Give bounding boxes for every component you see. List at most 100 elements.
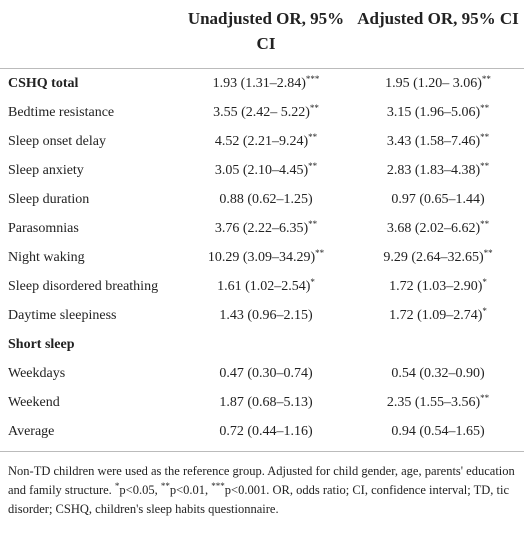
value-cell: 4.52 (2.21–9.24)** — [180, 127, 352, 156]
significance-mark: ** — [308, 131, 318, 142]
row-label: Sleep duration — [8, 191, 90, 207]
table-row: Sleep disordered breathing 1.61 (1.02–2.5… — [0, 272, 524, 301]
table-row: Average 0.72 (0.44–1.16) 0.94 (0.54–1.65) — [0, 417, 524, 452]
table-row: Parasomnias 3.76 (2.22–6.35)** 3.68 (2.02–… — [0, 214, 524, 243]
row-label: Sleep anxiety — [8, 162, 84, 178]
row-label: Sleep disordered breathing — [8, 278, 159, 294]
value-cell: 10.29 (3.09–34.29)** — [180, 243, 352, 272]
odds-ratio: 3.68 (2.02–6.62) — [386, 220, 481, 236]
row-label: Short sleep — [8, 336, 75, 352]
significance-mark: ** — [480, 131, 490, 142]
value-cell: 0.97 (0.65–1.44) — [352, 185, 524, 214]
table-row: Sleep duration 0.88 (0.62–1.25) 0.97 (0.65… — [0, 185, 524, 214]
odds-ratio: 1.87 (0.68–5.13) — [219, 394, 313, 410]
significance-mark: ** — [480, 392, 490, 403]
significance-mark: * — [482, 276, 487, 287]
results-table: Unadjusted OR, 95% CI Adjusted OR, 95% C… — [0, 0, 524, 452]
value-cell: 3.43 (1.58–7.46)** — [352, 127, 524, 156]
table-row: Weekend 1.87 (0.68–5.13) 2.35 (1.55–3.56)*… — [0, 388, 524, 417]
significance-mark: ** — [309, 102, 319, 113]
odds-ratio: 0.97 (0.65–1.44) — [391, 191, 485, 207]
odds-ratio: 3.76 (2.22–6.35) — [214, 220, 309, 236]
row-label: Average — [0, 417, 180, 452]
value-cell: 1.61 (1.02–2.54)* — [180, 272, 352, 301]
row-label: CSHQ total — [8, 75, 79, 91]
table-row: Bedtime resistance 3.55 (2.42– 5.22)** 3.1… — [0, 98, 524, 127]
footnote-mark: * — [114, 480, 120, 491]
column-header: Unadjusted OR, 95% CI — [180, 0, 352, 69]
value-cell: 0.72 (0.44–1.16) — [180, 417, 352, 452]
value-cell: 1.95 (1.20– 3.06)** — [352, 69, 524, 99]
significance-mark: ** — [480, 160, 490, 171]
significance-mark: *** — [305, 73, 320, 84]
significance-mark: ** — [315, 247, 325, 258]
row-label: Weekdays — [8, 365, 66, 381]
table-row: Weekdays 0.47 (0.30–0.74) 0.54 (0.32–0.90) — [0, 359, 524, 388]
odds-ratio: 0.47 (0.30–0.74) — [219, 365, 313, 381]
value-cell: 0.88 (0.62–1.25) — [180, 185, 352, 214]
row-label: Bedtime resistance — [8, 104, 115, 120]
significance-mark: ** — [308, 218, 318, 229]
significance-mark: * — [310, 276, 315, 287]
header-row: Unadjusted OR, 95% CI Adjusted OR, 95% C… — [0, 0, 524, 69]
odds-ratio: 1.93 (1.31–2.84) — [212, 75, 306, 91]
table-row: Short sleep — [0, 330, 524, 359]
odds-ratio: 10.29 (3.09–34.29) — [207, 249, 316, 265]
value-cell: 2.35 (1.55–3.56)** — [352, 388, 524, 417]
significance-mark: ** — [481, 73, 491, 84]
value-cell — [352, 330, 524, 359]
row-label: Weekend — [8, 394, 60, 410]
table-body: CSHQ total 1.93 (1.31–2.84)*** 1.95 (1.20–… — [0, 69, 524, 452]
value-cell: 3.55 (2.42– 5.22)** — [180, 98, 352, 127]
table-head: Unadjusted OR, 95% CI Adjusted OR, 95% C… — [0, 0, 524, 69]
value-cell — [180, 330, 352, 359]
odds-ratio: 4.52 (2.21–9.24) — [214, 133, 309, 149]
odds-ratio: 3.55 (2.42– 5.22) — [213, 104, 310, 120]
significance-mark: ** — [480, 102, 490, 113]
value-cell: 1.72 (1.03–2.90)* — [352, 272, 524, 301]
significance-mark: * — [482, 305, 487, 316]
odds-ratio: 2.83 (1.83–4.38) — [386, 162, 481, 178]
footnote-text: p<0.05, — [119, 482, 161, 497]
odds-ratio: 3.05 (2.10–4.45) — [214, 162, 309, 178]
value-cell: 1.72 (1.09–2.74)* — [352, 301, 524, 330]
footnote: Non-TD children were used as the referen… — [0, 452, 524, 519]
value-cell: 0.47 (0.30–0.74) — [180, 359, 352, 388]
odds-ratio: 3.15 (1.96–5.06) — [386, 104, 481, 120]
value-cell: 3.05 (2.10–4.45)** — [180, 156, 352, 185]
value-cell: 3.15 (1.96–5.06)** — [352, 98, 524, 127]
value-cell: 3.76 (2.22–6.35)** — [180, 214, 352, 243]
value-cell: 1.43 (0.96–2.15) — [180, 301, 352, 330]
row-label: Night waking — [8, 249, 85, 265]
footnote-mark: *** — [211, 480, 225, 491]
odds-ratio: 0.88 (0.62–1.25) — [219, 191, 313, 207]
table-row: Night waking 10.29 (3.09–34.29)** 9.29 (2.… — [0, 243, 524, 272]
footnote-text: Non-TD children were used as the referen… — [8, 463, 515, 497]
table-row: CSHQ total 1.93 (1.31–2.84)*** 1.95 (1.20–… — [0, 69, 524, 99]
footnote-text: p<0.01, — [169, 482, 212, 497]
table-row: Sleep onset delay 4.52 (2.21–9.24)** 3.43 … — [0, 127, 524, 156]
value-cell: 3.68 (2.02–6.62)** — [352, 214, 524, 243]
odds-ratio: 0.72 (0.44–1.16) — [219, 423, 313, 439]
odds-ratio: 1.72 (1.09–2.74) — [389, 307, 483, 323]
value-cell: 0.94 (0.54–1.65) — [352, 417, 524, 452]
significance-mark: ** — [480, 218, 490, 229]
odds-ratio: 1.95 (1.20– 3.06) — [385, 75, 482, 91]
row-label: Daytime sleepiness — [8, 307, 117, 323]
odds-ratio: 2.35 (1.55–3.56) — [386, 394, 481, 410]
row-label: Sleep onset delay — [8, 133, 106, 149]
value-cell: 2.83 (1.83–4.38)** — [352, 156, 524, 185]
value-cell: 9.29 (2.64–32.65)** — [352, 243, 524, 272]
significance-mark: ** — [483, 247, 493, 258]
value-cell: 0.54 (0.32–0.90) — [352, 359, 524, 388]
corner-cell — [0, 0, 180, 69]
odds-ratio: 1.72 (1.03–2.90) — [389, 278, 483, 294]
significance-mark: ** — [308, 160, 318, 171]
value-cell: 1.93 (1.31–2.84)*** — [180, 69, 352, 99]
odds-ratio: 0.54 (0.32–0.90) — [391, 365, 485, 381]
value-cell: 1.87 (0.68–5.13) — [180, 388, 352, 417]
footnote-mark: ** — [160, 480, 170, 491]
odds-ratio: 0.94 (0.54–1.65) — [391, 423, 485, 439]
table-row: Daytime sleepiness 1.43 (0.96–2.15) 1.72 (… — [0, 301, 524, 330]
